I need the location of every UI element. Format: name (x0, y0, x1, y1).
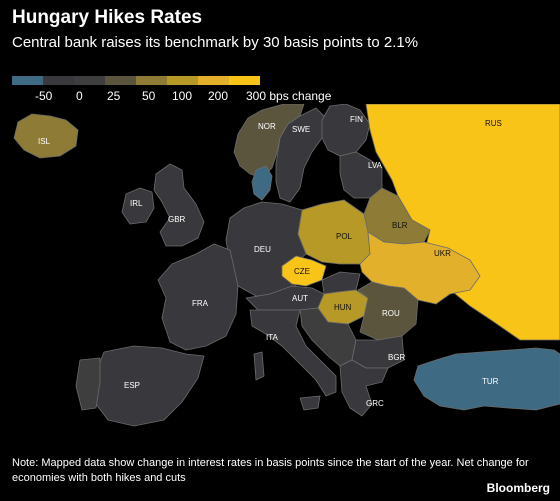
label-aut: AUT (292, 294, 308, 303)
country-gbr[interactable] (153, 163, 205, 247)
label-pol: POL (336, 232, 353, 241)
country-prt[interactable] (75, 357, 101, 411)
label-lva: LVA (368, 161, 383, 170)
country-sardinia[interactable] (253, 351, 265, 381)
label-isl: ISL (38, 137, 51, 146)
label-bgr: BGR (388, 353, 406, 362)
label-irl: IRL (130, 199, 143, 208)
label-hun: HUN (334, 303, 352, 312)
legend-swatch (43, 76, 74, 85)
label-rus: RUS (485, 119, 502, 128)
label-cze: CZE (294, 267, 310, 276)
label-swe: SWE (292, 125, 310, 134)
legend-labels: -50 0 25 50 100 200 300 bps change (12, 89, 331, 105)
label-nor: NOR (258, 122, 276, 131)
legend-label: 200 (208, 89, 229, 103)
map-subtitle: Central bank raises its benchmark by 30 … (12, 34, 419, 51)
legend-swatch (136, 76, 167, 85)
label-tur: TUR (482, 377, 499, 386)
europe-map: ISL NOR SWE FIN RUS LVA IRL GBR BLR POL … (13, 104, 560, 427)
legend-swatch (167, 76, 198, 85)
label-blr: BLR (392, 221, 408, 230)
label-deu: DEU (254, 245, 271, 254)
country-ita[interactable] (249, 309, 337, 397)
country-lva[interactable] (339, 151, 383, 199)
footnote: Note: Mapped data show change in interes… (12, 457, 529, 484)
label-fin: FIN (350, 115, 363, 124)
label-rou: ROU (382, 309, 400, 318)
legend-label: 100 (172, 89, 193, 103)
legend-swatch (105, 76, 136, 85)
label-ukr: UKR (434, 249, 451, 258)
label-ita: ITA (266, 333, 279, 342)
map-title: Hungary Hikes Rates (12, 7, 203, 28)
legend-label: 50 (142, 89, 156, 103)
country-sicily[interactable] (299, 395, 321, 411)
country-fra[interactable] (157, 243, 239, 351)
legend-swatch (229, 76, 260, 85)
label-esp: ESP (124, 381, 140, 390)
legend-label: 0 (76, 89, 83, 103)
label-grc: GRC (366, 399, 384, 408)
country-isl[interactable] (13, 113, 79, 159)
country-rou[interactable] (357, 281, 419, 341)
country-swe[interactable] (275, 107, 327, 203)
legend-label: 25 (107, 89, 121, 103)
legend-swatch (74, 76, 105, 85)
country-irl[interactable] (121, 187, 155, 225)
country-fin[interactable] (321, 104, 371, 157)
label-gbr: GBR (168, 215, 186, 224)
label-fra: FRA (192, 299, 209, 308)
country-grc[interactable] (339, 359, 389, 417)
legend-color-bar (12, 76, 260, 85)
country-tur[interactable] (413, 347, 560, 411)
color-legend: -50 0 25 50 100 200 300 bps change (12, 76, 331, 105)
country-pol[interactable] (297, 199, 371, 265)
country-dnk[interactable] (251, 165, 273, 201)
legend-label: 300 bps change (246, 89, 332, 103)
country-esp[interactable] (93, 345, 205, 427)
source-credit: Bloomberg (486, 481, 550, 495)
legend-swatch (198, 76, 229, 85)
country-bgr[interactable] (351, 335, 405, 369)
legend-swatch (12, 76, 43, 85)
legend-label: -50 (35, 89, 53, 103)
